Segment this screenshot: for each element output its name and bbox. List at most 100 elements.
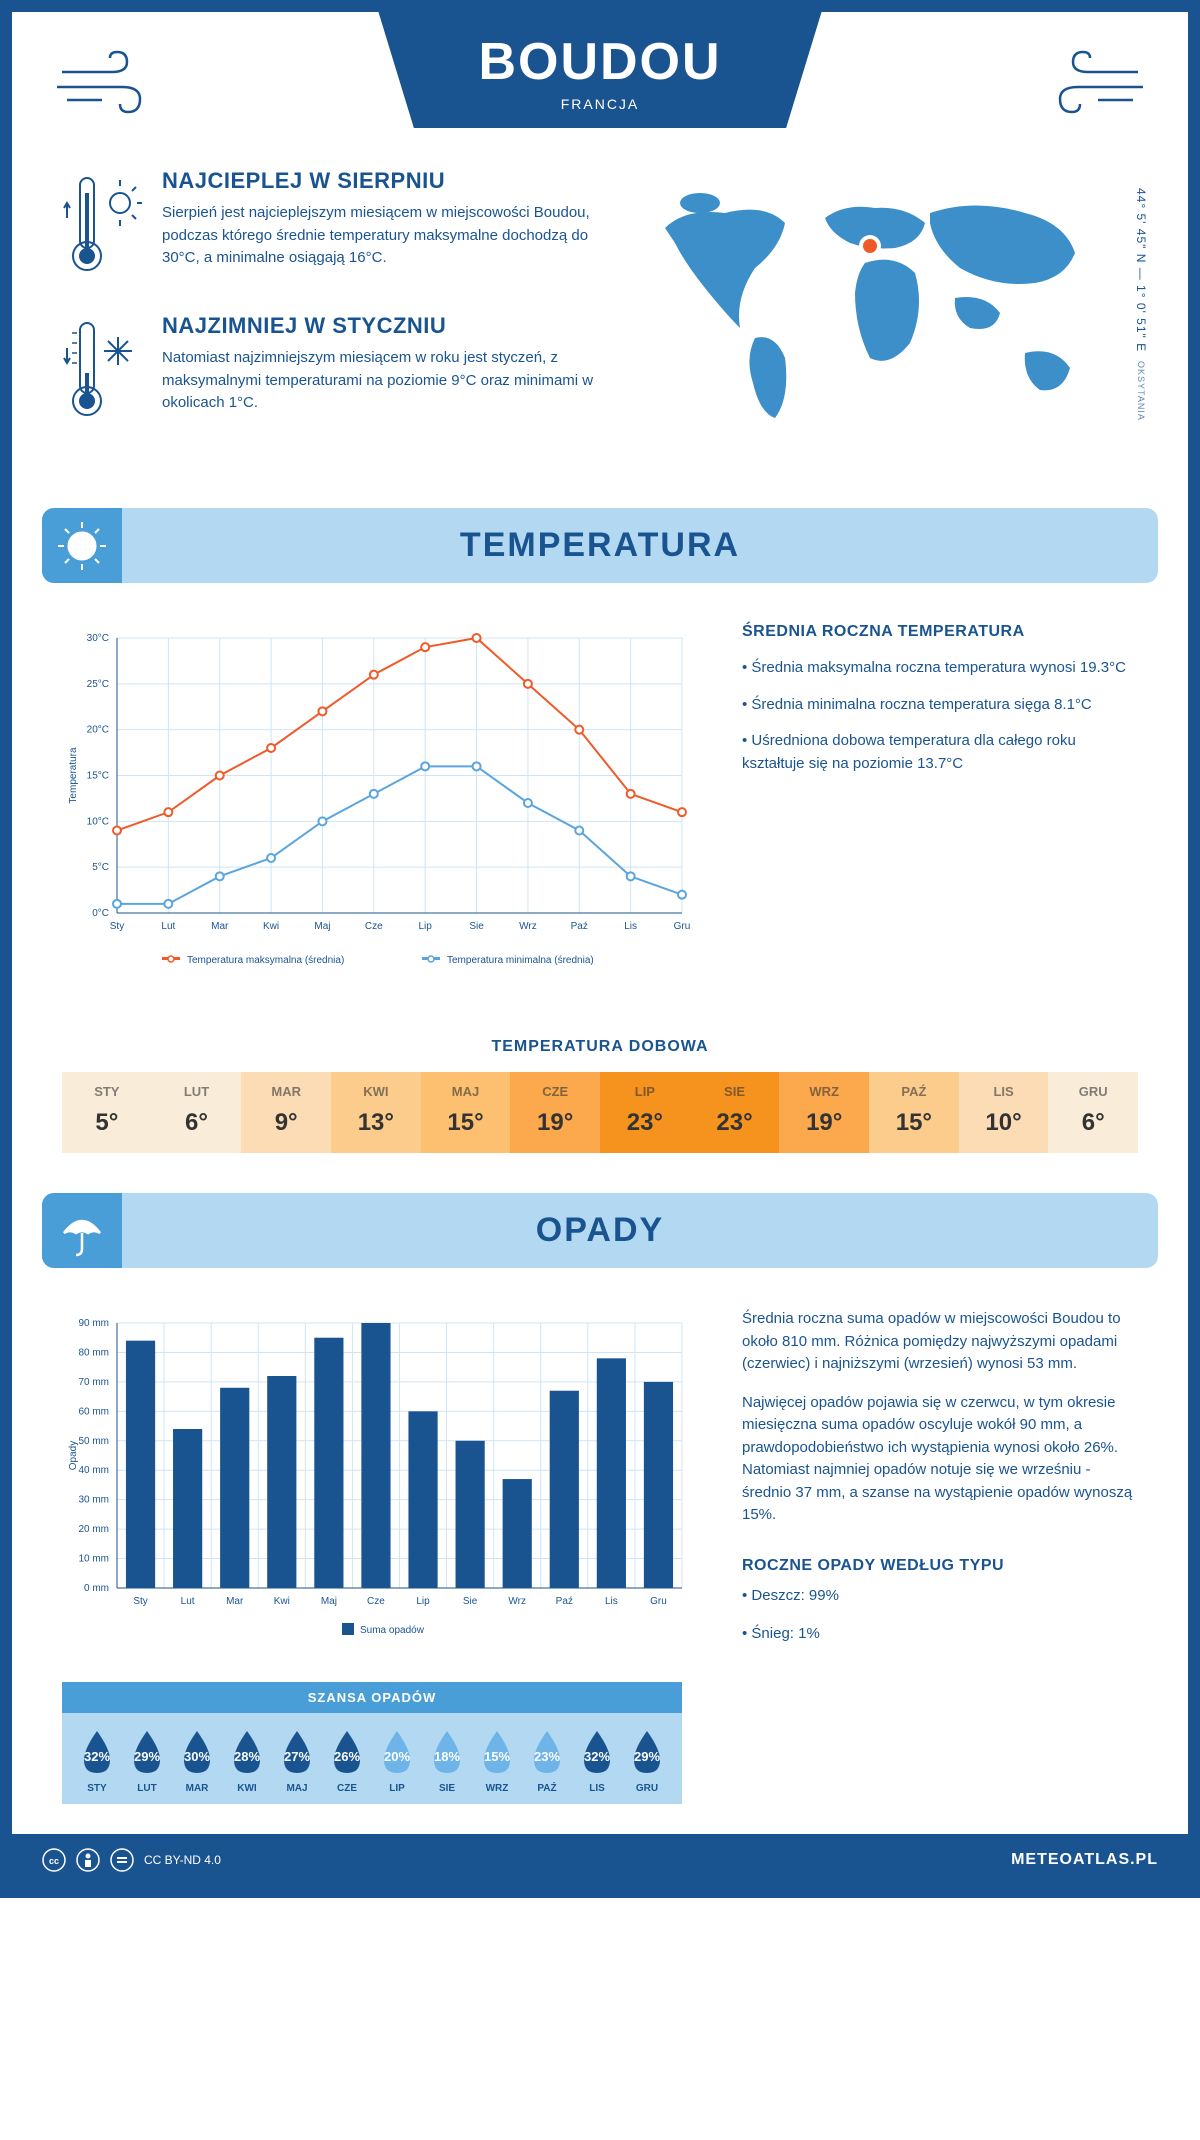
- svg-text:20 mm: 20 mm: [78, 1524, 109, 1535]
- svg-text:32%: 32%: [584, 1749, 610, 1764]
- rain-chance-drop: 29% LUT: [126, 1727, 168, 1794]
- hot-title: NAJCIEPLEJ W SIERPNIU: [162, 168, 605, 194]
- svg-text:Wrz: Wrz: [508, 1596, 526, 1607]
- svg-text:29%: 29%: [134, 1749, 160, 1764]
- rain-chance-drop: 26% CZE: [326, 1727, 368, 1794]
- daily-cell: PAŹ15°: [869, 1072, 959, 1153]
- nd-icon: [110, 1848, 134, 1872]
- svg-text:70 mm: 70 mm: [78, 1377, 109, 1388]
- svg-text:Kwi: Kwi: [263, 921, 279, 932]
- temp-heading: TEMPERATURA: [42, 526, 1158, 565]
- hot-fact: NAJCIEPLEJ W SIERPNIU Sierpień jest najc…: [62, 168, 605, 283]
- daily-temp-grid: STY5°LUT6°MAR9°KWI13°MAJ15°CZE19°LIP23°S…: [62, 1072, 1138, 1153]
- daily-cell: GRU6°: [1048, 1072, 1138, 1153]
- umbrella-icon: [42, 1193, 122, 1268]
- daily-cell: LUT6°: [152, 1072, 242, 1153]
- svg-text:10°C: 10°C: [87, 816, 109, 827]
- world-map: [645, 168, 1105, 428]
- svg-text:Temperatura minimalna (średnia: Temperatura minimalna (średnia): [447, 955, 594, 966]
- svg-text:30 mm: 30 mm: [78, 1495, 109, 1506]
- svg-text:Sty: Sty: [110, 921, 124, 932]
- cc-icon: cc: [42, 1848, 66, 1872]
- svg-text:26%: 26%: [334, 1749, 360, 1764]
- rain-p2: Najwięcej opadów pojawia się w czerwcu, …: [742, 1392, 1138, 1527]
- svg-text:23%: 23%: [534, 1749, 560, 1764]
- svg-text:Sie: Sie: [463, 1596, 478, 1607]
- svg-text:90 mm: 90 mm: [78, 1318, 109, 1329]
- svg-text:Wrz: Wrz: [519, 921, 537, 932]
- daily-cell: CZE19°: [510, 1072, 600, 1153]
- rain-section-header: OPADY: [42, 1193, 1158, 1268]
- country: FRANCJA: [478, 96, 721, 112]
- hot-text: Sierpień jest najcieplejszym miesiącem w…: [162, 202, 605, 270]
- wind-icon-right: [1038, 42, 1148, 127]
- svg-text:Gru: Gru: [674, 921, 691, 932]
- rain-type-b2: • Śnieg: 1%: [742, 1623, 1138, 1646]
- cold-fact: NAJZIMNIEJ W STYCZNIU Natomiast najzimni…: [62, 313, 605, 428]
- svg-text:18%: 18%: [434, 1749, 460, 1764]
- avg-b3: • Uśredniona dobowa temperatura dla całe…: [742, 730, 1138, 775]
- temperature-line-chart: 0°C5°C10°C15°C20°C25°C30°CStyLutMarKwiMa…: [62, 623, 702, 983]
- temp-section-header: TEMPERATURA: [42, 508, 1158, 583]
- svg-text:Opady: Opady: [68, 1441, 79, 1470]
- daily-cell: SIE23°: [690, 1072, 780, 1153]
- sun-icon: [42, 508, 122, 583]
- svg-text:Maj: Maj: [314, 921, 330, 932]
- daily-cell: STY5°: [62, 1072, 152, 1153]
- daily-temp-title: TEMPERATURA DOBOWA: [12, 1038, 1188, 1056]
- footer: cc CC BY-ND 4.0 METEOATLAS.PL: [12, 1834, 1188, 1886]
- svg-text:Lut: Lut: [181, 1596, 195, 1607]
- daily-cell: LIS10°: [959, 1072, 1049, 1153]
- precipitation-bar-chart: 0 mm10 mm20 mm30 mm40 mm50 mm60 mm70 mm8…: [62, 1308, 702, 1648]
- svg-text:Sie: Sie: [469, 921, 484, 932]
- svg-text:Temperatura maksymalna (średni: Temperatura maksymalna (średnia): [187, 955, 344, 966]
- svg-text:5°C: 5°C: [92, 862, 109, 873]
- svg-text:Gru: Gru: [650, 1596, 667, 1607]
- svg-text:40 mm: 40 mm: [78, 1465, 109, 1476]
- svg-text:60 mm: 60 mm: [78, 1406, 109, 1417]
- svg-text:20%: 20%: [384, 1749, 410, 1764]
- svg-text:Mar: Mar: [226, 1596, 244, 1607]
- svg-text:Paź: Paź: [556, 1596, 573, 1607]
- by-icon: [76, 1848, 100, 1872]
- svg-text:Paź: Paź: [571, 921, 588, 932]
- cold-title: NAJZIMNIEJ W STYCZNIU: [162, 313, 605, 339]
- rain-type-title: ROCZNE OPADY WEDŁUG TYPU: [742, 1557, 1138, 1575]
- svg-text:15°C: 15°C: [87, 771, 109, 782]
- avg-temp-title: ŚREDNIA ROCZNA TEMPERATURA: [742, 623, 1138, 641]
- svg-text:30°C: 30°C: [87, 633, 109, 644]
- avg-b1: • Średnia maksymalna roczna temperatura …: [742, 657, 1138, 680]
- svg-text:50 mm: 50 mm: [78, 1436, 109, 1447]
- rain-p1: Średnia roczna suma opadów w miejscowośc…: [742, 1308, 1138, 1376]
- svg-text:27%: 27%: [284, 1749, 310, 1764]
- rain-chance-drop: 20% LIP: [376, 1727, 418, 1794]
- svg-text:15%: 15%: [484, 1749, 510, 1764]
- daily-cell: LIP23°: [600, 1072, 690, 1153]
- thermometer-snow-icon: [62, 313, 142, 428]
- brand: METEOATLAS.PL: [1011, 1851, 1158, 1869]
- coordinates: 44° 5' 45" N — 1° 0' 51" E OKSYTANIA: [1134, 188, 1148, 421]
- rain-chance-drop: 18% SIE: [426, 1727, 468, 1794]
- svg-text:0°C: 0°C: [92, 908, 109, 919]
- rain-chance-drop: 29% GRU: [626, 1727, 668, 1794]
- daily-cell: MAR9°: [241, 1072, 331, 1153]
- svg-text:10 mm: 10 mm: [78, 1554, 109, 1565]
- license-text: CC BY-ND 4.0: [144, 1853, 221, 1867]
- svg-text:Suma opadów: Suma opadów: [360, 1625, 425, 1636]
- svg-text:Kwi: Kwi: [274, 1596, 290, 1607]
- svg-text:30%: 30%: [184, 1749, 210, 1764]
- cold-text: Natomiast najzimniejszym miesiącem w rok…: [162, 347, 605, 415]
- svg-text:Cze: Cze: [367, 1596, 385, 1607]
- rain-chance-drop: 32% LIS: [576, 1727, 618, 1794]
- rain-chance-drop: 27% MAJ: [276, 1727, 318, 1794]
- svg-text:cc: cc: [49, 1856, 59, 1866]
- svg-text:Lut: Lut: [161, 921, 175, 932]
- title-banner: BOUDOU FRANCJA: [378, 12, 821, 128]
- svg-text:Lip: Lip: [419, 921, 433, 932]
- svg-text:Lis: Lis: [624, 921, 637, 932]
- avg-b2: • Średnia minimalna roczna temperatura s…: [742, 694, 1138, 717]
- svg-text:Sty: Sty: [133, 1596, 147, 1607]
- svg-text:20°C: 20°C: [87, 725, 109, 736]
- svg-text:Mar: Mar: [211, 921, 229, 932]
- rain-heading: OPADY: [42, 1211, 1158, 1250]
